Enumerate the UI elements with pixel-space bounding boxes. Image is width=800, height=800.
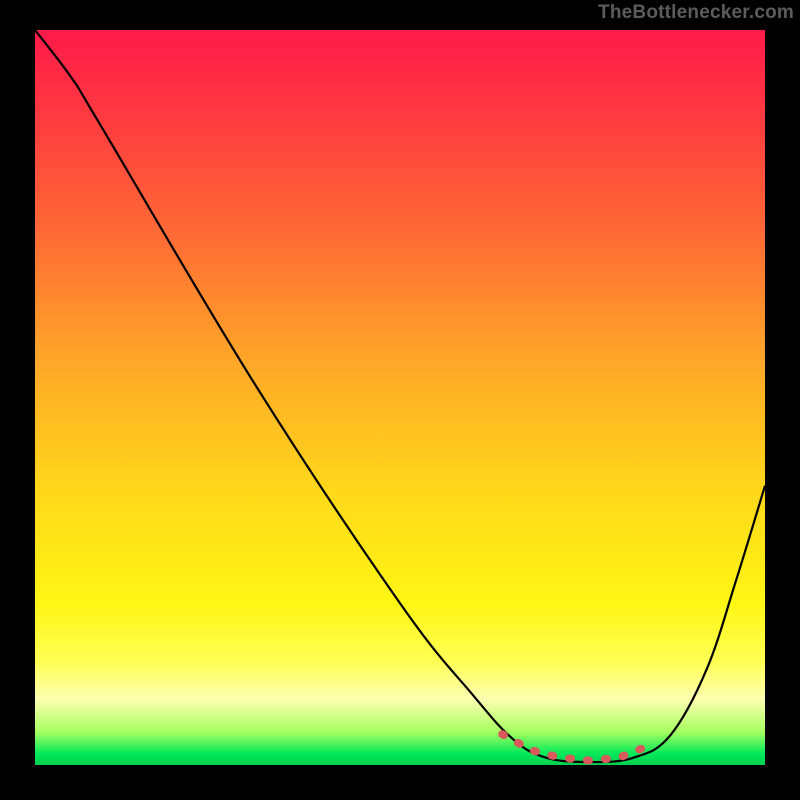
chart-frame [35, 30, 765, 765]
chart-svg [35, 30, 765, 765]
watermark-text: TheBottlenecker.com [598, 2, 794, 24]
bottleneck-curve [35, 30, 765, 762]
